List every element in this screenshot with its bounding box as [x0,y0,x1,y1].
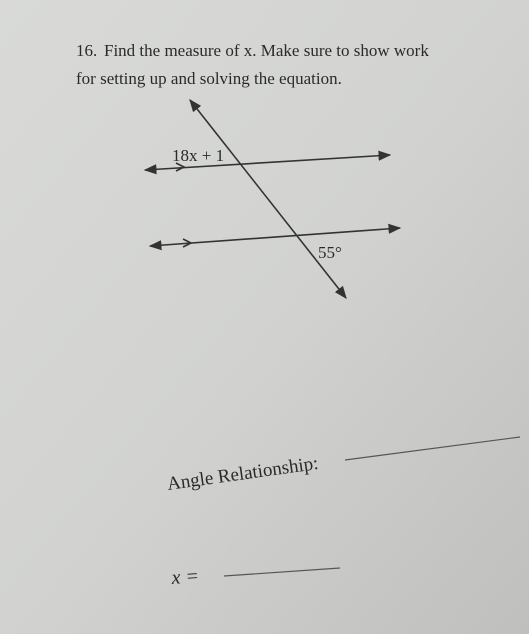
transversal [189,98,347,300]
parallel-mark [182,238,193,248]
question-number: 16. [76,41,97,60]
angle-label: 18x + 1 [172,146,224,165]
parallel-mark [175,162,186,172]
answer-line [223,567,341,577]
x-label: x = [170,565,200,589]
diagram [143,98,402,300]
answer-line [344,436,521,461]
angle-label: 55° [318,243,342,262]
question-text: Find the measure of x. Make sure to show… [104,41,429,60]
question-text: for setting up and solving the equation. [76,69,342,88]
